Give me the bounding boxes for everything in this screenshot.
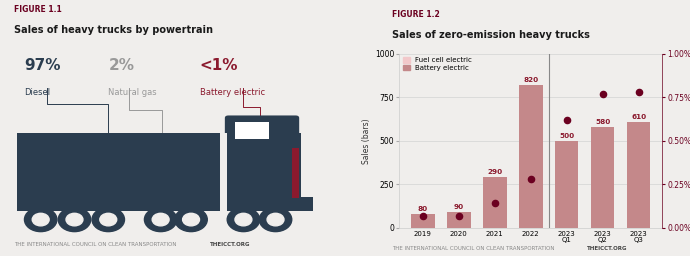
Bar bbox=[411, 214, 435, 228]
Circle shape bbox=[183, 213, 199, 226]
Text: <1%: <1% bbox=[199, 58, 238, 73]
Text: FIGURE 1.1: FIGURE 1.1 bbox=[14, 5, 61, 14]
Text: Sales of heavy trucks by powertrain: Sales of heavy trucks by powertrain bbox=[14, 25, 213, 35]
Text: 2%: 2% bbox=[108, 58, 135, 73]
Text: FIGURE 1.2: FIGURE 1.2 bbox=[393, 10, 440, 19]
Y-axis label: Sales (bars): Sales (bars) bbox=[362, 118, 371, 164]
Circle shape bbox=[259, 208, 292, 232]
Text: 610: 610 bbox=[631, 114, 647, 120]
Circle shape bbox=[92, 208, 124, 232]
FancyBboxPatch shape bbox=[293, 148, 299, 198]
Circle shape bbox=[227, 208, 259, 232]
Circle shape bbox=[24, 208, 57, 232]
Text: 580: 580 bbox=[595, 119, 611, 125]
Text: 500: 500 bbox=[559, 133, 574, 139]
Point bbox=[561, 118, 572, 122]
Point bbox=[598, 92, 609, 96]
Bar bbox=[447, 212, 471, 228]
Text: THEICCT.ORG: THEICCT.ORG bbox=[587, 246, 627, 251]
Point bbox=[633, 90, 644, 94]
Text: Sales of zero-emission heavy trucks: Sales of zero-emission heavy trucks bbox=[393, 30, 590, 40]
Text: 90: 90 bbox=[454, 204, 464, 210]
Circle shape bbox=[32, 213, 49, 226]
Bar bbox=[591, 127, 615, 228]
Text: Diesel: Diesel bbox=[23, 88, 50, 97]
Text: 80: 80 bbox=[418, 206, 428, 212]
Point bbox=[417, 214, 428, 218]
Text: THEICCT.ORG: THEICCT.ORG bbox=[210, 242, 250, 247]
Text: THE INTERNATIONAL COUNCIL ON CLEAN TRANSPORTATION: THE INTERNATIONAL COUNCIL ON CLEAN TRANS… bbox=[393, 246, 557, 251]
Text: 820: 820 bbox=[523, 77, 538, 83]
Circle shape bbox=[152, 213, 169, 226]
Point bbox=[489, 201, 500, 206]
Text: 97%: 97% bbox=[23, 58, 60, 73]
Text: Natural gas: Natural gas bbox=[108, 88, 157, 97]
Circle shape bbox=[235, 213, 252, 226]
Bar bbox=[555, 141, 578, 228]
Circle shape bbox=[175, 208, 207, 232]
FancyBboxPatch shape bbox=[235, 122, 269, 139]
Bar bbox=[519, 85, 542, 228]
Point bbox=[525, 177, 536, 181]
Circle shape bbox=[58, 208, 90, 232]
Text: 290: 290 bbox=[487, 169, 502, 175]
FancyBboxPatch shape bbox=[296, 197, 313, 211]
FancyBboxPatch shape bbox=[220, 133, 227, 211]
Legend: Fuel cell electric, Battery electric: Fuel cell electric, Battery electric bbox=[403, 57, 472, 71]
Circle shape bbox=[100, 213, 117, 226]
FancyBboxPatch shape bbox=[226, 133, 301, 198]
FancyBboxPatch shape bbox=[17, 133, 220, 198]
FancyBboxPatch shape bbox=[225, 115, 299, 146]
Bar bbox=[483, 177, 506, 228]
Bar bbox=[627, 122, 651, 228]
FancyBboxPatch shape bbox=[17, 197, 301, 211]
Circle shape bbox=[267, 213, 284, 226]
Text: THE INTERNATIONAL COUNCIL ON CLEAN TRANSPORTATION: THE INTERNATIONAL COUNCIL ON CLEAN TRANS… bbox=[14, 242, 178, 247]
Circle shape bbox=[144, 208, 177, 232]
Circle shape bbox=[66, 213, 83, 226]
Text: Battery electric: Battery electric bbox=[199, 88, 265, 97]
Point bbox=[453, 214, 464, 218]
